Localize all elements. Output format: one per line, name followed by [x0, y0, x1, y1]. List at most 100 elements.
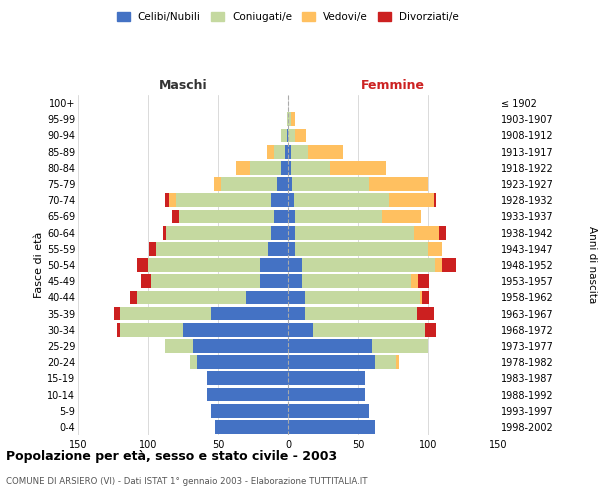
Bar — [288, 372, 365, 385]
Bar — [293, 194, 389, 207]
Bar — [389, 194, 434, 207]
Bar — [382, 210, 421, 224]
Bar — [197, 356, 288, 369]
Text: COMUNE DI ARSIERO (VI) - Dati ISTAT 1° gennaio 2003 - Elaborazione TUTTITALIA.IT: COMUNE DI ARSIERO (VI) - Dati ISTAT 1° g… — [6, 478, 367, 486]
Bar — [288, 226, 295, 239]
Bar — [291, 112, 295, 126]
Bar — [288, 194, 293, 207]
Text: Femmine: Femmine — [361, 80, 425, 92]
Bar — [163, 226, 166, 239]
Bar — [130, 290, 137, 304]
Bar — [287, 128, 288, 142]
Bar — [165, 339, 193, 353]
Bar — [246, 290, 288, 304]
Bar — [250, 161, 281, 174]
Bar — [288, 339, 372, 353]
Bar — [292, 177, 369, 191]
Bar — [236, 161, 250, 174]
Bar — [190, 356, 197, 369]
Text: Anni di nascita: Anni di nascita — [587, 226, 597, 304]
Bar — [137, 258, 148, 272]
Text: Popolazione per età, sesso e stato civile - 2003: Popolazione per età, sesso e stato civil… — [6, 450, 337, 463]
Bar — [288, 112, 291, 126]
Bar — [302, 258, 435, 272]
Bar — [141, 274, 151, 288]
Bar — [439, 226, 446, 239]
Bar — [149, 242, 157, 256]
Bar — [425, 323, 436, 336]
Bar — [288, 404, 369, 417]
Bar — [211, 404, 288, 417]
Bar — [442, 258, 456, 272]
Bar — [417, 306, 434, 320]
Bar — [435, 258, 442, 272]
Bar — [268, 242, 288, 256]
Bar — [211, 306, 288, 320]
Bar — [166, 226, 271, 239]
Bar — [260, 258, 288, 272]
Bar — [148, 258, 260, 272]
Bar — [308, 145, 343, 158]
Bar — [288, 290, 305, 304]
Bar — [214, 177, 221, 191]
Bar — [305, 306, 417, 320]
Bar — [172, 210, 179, 224]
Bar — [295, 226, 414, 239]
Bar — [281, 128, 287, 142]
Bar — [285, 145, 288, 158]
Bar — [221, 177, 277, 191]
Bar — [414, 226, 439, 239]
Bar — [295, 128, 306, 142]
Bar — [288, 145, 291, 158]
Bar — [260, 274, 288, 288]
Bar — [369, 177, 428, 191]
Bar — [375, 356, 396, 369]
Bar — [288, 161, 291, 174]
Bar — [120, 323, 183, 336]
Legend: Celibi/Nubili, Coniugati/e, Vedovi/e, Divorziati/e: Celibi/Nubili, Coniugati/e, Vedovi/e, Di… — [113, 8, 463, 26]
Bar — [288, 258, 302, 272]
Bar — [372, 339, 428, 353]
Bar — [120, 306, 211, 320]
Bar — [288, 306, 305, 320]
Bar — [274, 145, 285, 158]
Bar — [115, 306, 120, 320]
Bar — [428, 242, 442, 256]
Bar — [117, 323, 120, 336]
Bar — [288, 242, 295, 256]
Bar — [271, 194, 288, 207]
Bar — [207, 372, 288, 385]
Bar — [277, 177, 288, 191]
Bar — [165, 194, 169, 207]
Bar — [267, 145, 274, 158]
Bar — [295, 242, 428, 256]
Bar — [291, 161, 330, 174]
Bar — [271, 226, 288, 239]
Bar — [288, 323, 313, 336]
Bar — [157, 242, 268, 256]
Bar — [288, 388, 365, 402]
Bar — [330, 161, 386, 174]
Bar — [434, 194, 436, 207]
Bar — [288, 420, 375, 434]
Bar — [422, 290, 430, 304]
Bar — [295, 210, 382, 224]
Bar — [287, 112, 288, 126]
Bar — [169, 194, 176, 207]
Bar — [288, 210, 295, 224]
Bar — [305, 290, 419, 304]
Bar — [288, 356, 375, 369]
Bar — [291, 145, 308, 158]
Bar — [274, 210, 288, 224]
Bar — [396, 356, 398, 369]
Bar — [176, 194, 271, 207]
Bar — [288, 177, 292, 191]
Bar — [419, 290, 422, 304]
Bar — [288, 274, 302, 288]
Bar — [207, 388, 288, 402]
Bar — [215, 420, 288, 434]
Bar — [313, 323, 425, 336]
Bar — [151, 274, 260, 288]
Bar — [193, 339, 288, 353]
Bar — [418, 274, 430, 288]
